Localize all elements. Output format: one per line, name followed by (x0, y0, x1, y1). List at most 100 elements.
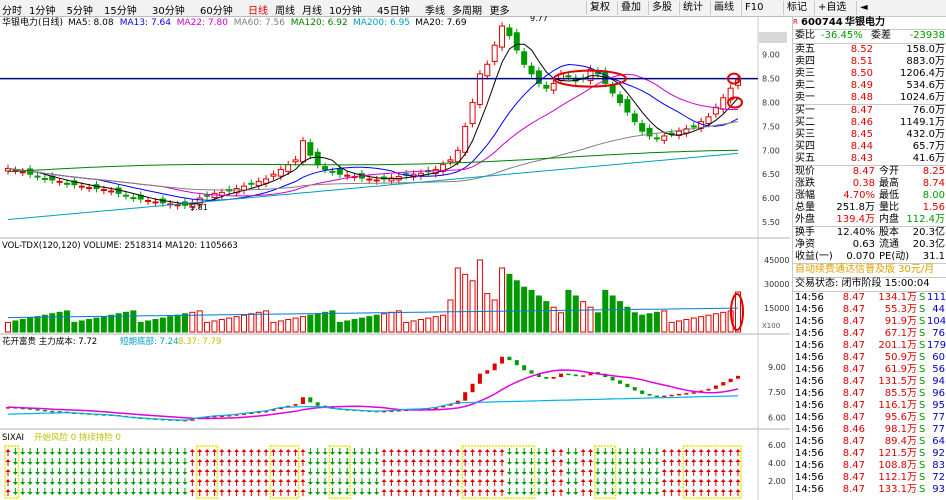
toolbar-button-3[interactable]: 统计 (679, 1, 706, 15)
candle-body (248, 182, 255, 185)
kline-chart-area[interactable]: 华银电力(日线) MA5: 8.08 MA13: 7.64 MA22: 7.80 MA6… (0, 16, 790, 500)
period-tab-9[interactable]: 10分钟 (329, 6, 362, 17)
up-arrow (418, 479, 424, 482)
cost-candle (308, 397, 313, 403)
cost-candle (396, 409, 401, 412)
toolbar-button-1[interactable]: 叠加 (617, 1, 644, 15)
up-arrow (248, 479, 254, 482)
candle-body (440, 164, 447, 172)
period-tab-4[interactable]: 30分钟 (152, 6, 185, 17)
up-arrow (396, 449, 402, 452)
ask-row-4: 卖一 8.48 1024.6万 (793, 92, 946, 104)
signal-highlight (328, 445, 351, 499)
down-arrow (617, 472, 623, 475)
up-arrow (263, 449, 269, 452)
volume-bar (690, 317, 697, 333)
up-arrow (418, 449, 424, 452)
up-arrow (204, 469, 210, 472)
cost-candle (485, 370, 490, 374)
down-arrow (632, 452, 638, 455)
toolbar-button-5[interactable]: F10 (741, 1, 766, 15)
up-arrow (285, 449, 291, 452)
period-tab-3[interactable]: 15分钟 (104, 6, 137, 17)
up-arrow (381, 479, 387, 482)
up-arrow (492, 489, 498, 492)
down-arrow (506, 452, 512, 455)
stock-code: 600744 (801, 17, 843, 28)
ask-label: 卖二 (795, 80, 815, 91)
ask-price: 8.50 (850, 68, 873, 79)
toolbar-button-7[interactable]: +自选 (814, 1, 849, 15)
down-arrow (108, 492, 114, 495)
up-arrow (462, 469, 468, 472)
tick-direction: S (919, 460, 926, 471)
signal-highlight (461, 445, 536, 499)
tick-volume: 201.1万 (878, 340, 917, 351)
volume-bar (41, 314, 48, 333)
up-arrow (433, 459, 439, 462)
period-tab-12[interactable]: 多周期 (452, 6, 482, 17)
period-tab-1[interactable]: 1分钟 (29, 6, 56, 17)
toolbar-button-6[interactable]: 标记 (783, 1, 810, 15)
period-tab-13[interactable]: 更多 (489, 6, 510, 17)
down-arrow (506, 462, 512, 465)
toolbar-button-8[interactable]: ◄ (856, 1, 871, 15)
up-arrow (484, 469, 490, 472)
up-arrow (661, 459, 667, 462)
period-tab-2[interactable]: 5分钟 (66, 6, 93, 17)
volume-bar (344, 320, 351, 333)
tick-volume: 108.8万 (878, 460, 917, 471)
tick-volume: 116.1万 (878, 400, 917, 411)
stat2-row-1: 净资 0.63 流通 20.3亿 (793, 239, 946, 251)
tick-direction: S (919, 292, 926, 303)
period-tab-0[interactable]: 分时 (2, 6, 22, 17)
down-arrow (160, 482, 166, 485)
period-tab-10[interactable]: 45日钟 (377, 6, 410, 17)
up-arrow (204, 449, 210, 452)
trade-status: 交易状态: 闭市阶段 15:00:04 (795, 278, 930, 289)
up-arrow (256, 489, 262, 492)
period-tab-8[interactable]: 月线 (302, 6, 322, 17)
ask-price: 8.52 (850, 44, 873, 55)
period-tab-11[interactable]: 季线 (425, 6, 445, 17)
signal-tick-0: 6.00 (768, 441, 786, 450)
toolbar-button-0[interactable]: 复权 (586, 1, 613, 15)
price-tick-1: 9.00 (762, 51, 780, 60)
down-arrow (514, 462, 520, 465)
stat2-row-0: 换手 12.40% 股本 20.3亿 (793, 227, 946, 239)
tick-price: 8.47 (842, 484, 865, 495)
period-tab-5[interactable]: 60分钟 (200, 6, 233, 17)
annotation-ellipse-3 (727, 96, 743, 109)
cost-candle (389, 410, 394, 412)
up-arrow (676, 449, 682, 452)
toolbar-button-4[interactable]: 画线 (710, 1, 737, 15)
up-arrow (470, 479, 476, 482)
ad-banner[interactable]: 自动续费通达信普及版 30元/月 (795, 264, 935, 275)
cost-candle (559, 373, 564, 378)
up-arrow (433, 469, 439, 472)
down-arrow (160, 472, 166, 475)
up-arrow (197, 459, 203, 462)
volume-bar (676, 320, 683, 333)
up-arrow (728, 489, 734, 492)
high-marker: 9.77 (530, 16, 548, 23)
down-arrow (12, 492, 18, 495)
tick-row-4: 14:56 8.47 201.1万 S 179 (793, 340, 946, 352)
candle-body (565, 75, 572, 78)
up-arrow (219, 449, 225, 452)
up-arrow (263, 459, 269, 462)
cost-candle (669, 394, 674, 397)
period-tab-7[interactable]: 周线 (275, 6, 295, 17)
up-arrow (676, 469, 682, 472)
cost-candle (249, 412, 254, 414)
up-arrow (278, 469, 284, 472)
tick-time: 14:56 (795, 472, 824, 483)
toolbar-button-2[interactable]: 多股 (648, 1, 675, 15)
down-arrow (152, 462, 158, 465)
cost-candle (477, 373, 482, 384)
period-tab-6[interactable]: 日线 (248, 6, 268, 17)
tick-direction: S (919, 472, 926, 483)
down-arrow (101, 472, 107, 475)
up-arrow (278, 449, 284, 452)
down-arrow (64, 492, 70, 495)
